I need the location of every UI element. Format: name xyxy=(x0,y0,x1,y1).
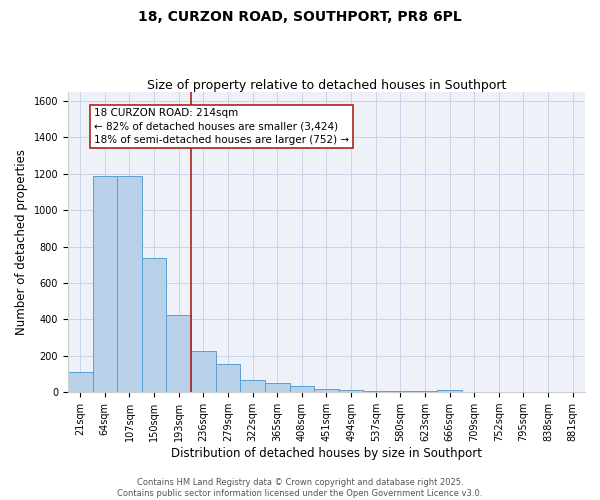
Bar xyxy=(314,390,339,392)
Bar xyxy=(388,391,413,392)
Bar xyxy=(240,380,265,392)
Bar xyxy=(117,176,142,392)
Bar xyxy=(166,315,191,392)
Text: 18 CURZON ROAD: 214sqm
← 82% of detached houses are smaller (3,424)
18% of semi-: 18 CURZON ROAD: 214sqm ← 82% of detached… xyxy=(94,108,349,145)
Bar xyxy=(191,352,215,392)
Bar xyxy=(290,386,314,392)
Bar xyxy=(265,383,290,392)
Bar xyxy=(364,391,388,392)
Bar xyxy=(92,176,117,392)
Text: 18, CURZON ROAD, SOUTHPORT, PR8 6PL: 18, CURZON ROAD, SOUTHPORT, PR8 6PL xyxy=(138,10,462,24)
Bar xyxy=(215,364,240,392)
Bar xyxy=(437,390,462,392)
Y-axis label: Number of detached properties: Number of detached properties xyxy=(15,149,28,335)
Text: Contains HM Land Registry data © Crown copyright and database right 2025.
Contai: Contains HM Land Registry data © Crown c… xyxy=(118,478,482,498)
Title: Size of property relative to detached houses in Southport: Size of property relative to detached ho… xyxy=(147,79,506,92)
Bar xyxy=(339,390,364,392)
Bar xyxy=(68,372,92,392)
X-axis label: Distribution of detached houses by size in Southport: Distribution of detached houses by size … xyxy=(171,447,482,460)
Bar xyxy=(142,258,166,392)
